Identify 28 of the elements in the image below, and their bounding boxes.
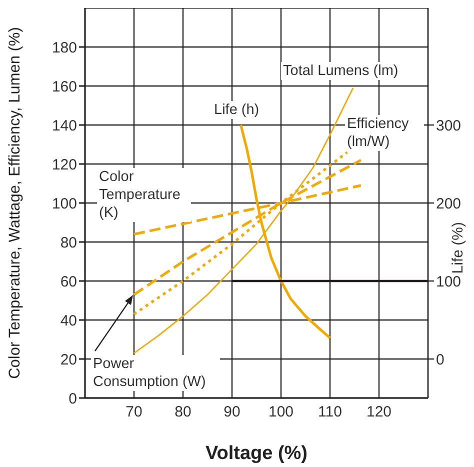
x-tick-label: 100 xyxy=(268,404,294,421)
y2-tick-label: 200 xyxy=(436,195,462,212)
series-label: Color Temperature (K) xyxy=(97,168,191,222)
y-tick-label: 140 xyxy=(52,117,77,134)
y-tick-label: 40 xyxy=(60,312,77,330)
y-tick-label: 120 xyxy=(52,156,77,174)
x-tick-label: 70 xyxy=(126,404,142,421)
y-tick-label: 100 xyxy=(52,195,77,212)
text: Power Consumption (W) xyxy=(91,355,220,391)
y-tick-label: 80 xyxy=(60,234,77,252)
y2-tick-label: 300 xyxy=(436,117,462,134)
y-tick-label: 160 xyxy=(52,78,77,96)
x-tick-label: 120 xyxy=(366,404,392,421)
x-tick-label: 90 xyxy=(224,404,240,421)
y2-tick-label: 0 xyxy=(436,351,444,368)
y-tick-label: 60 xyxy=(60,273,77,290)
y-tick-label: 0 xyxy=(68,390,77,408)
x-tick-label: 110 xyxy=(318,404,342,421)
x-axis-title: Voltage (%) xyxy=(205,443,308,464)
y2-tick-label: 100 xyxy=(436,273,462,290)
y-axis-title: Color Temperature, Wattage, Efficiency, Lumen (%) xyxy=(6,27,24,379)
series-label: Efficiency (lm/W) xyxy=(345,115,424,151)
y2-axis-title: Life (%) xyxy=(450,222,466,274)
x-tick-label: 80 xyxy=(174,404,192,421)
y-tick-label: 180 xyxy=(52,39,77,56)
y-tick-label: 20 xyxy=(60,351,77,368)
series-label: Total Lumens (lm) xyxy=(281,62,400,80)
series-label: Life (h) xyxy=(212,101,262,119)
